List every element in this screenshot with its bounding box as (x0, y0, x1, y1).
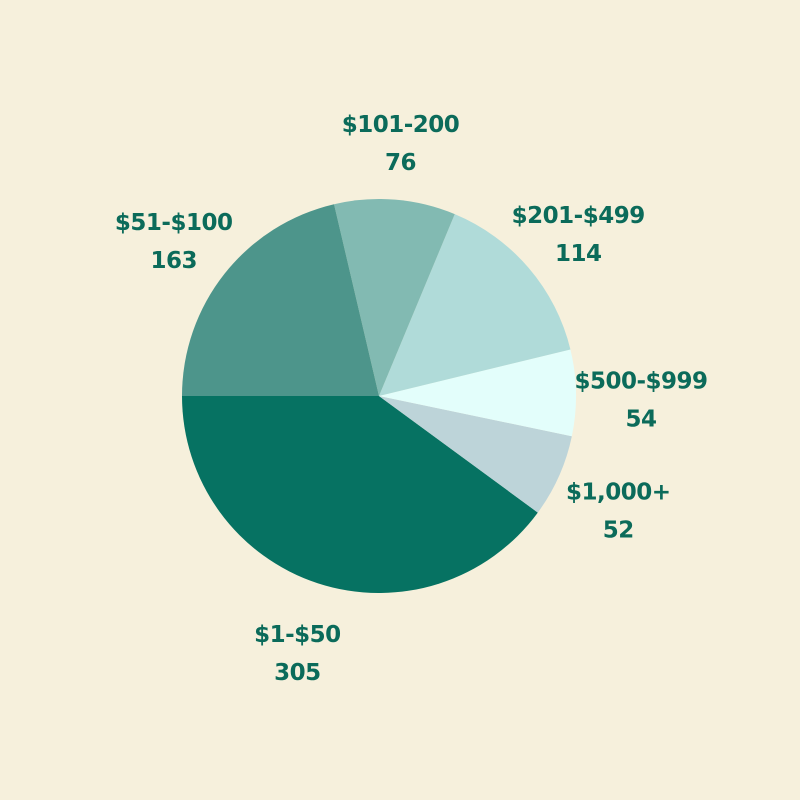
pie-slices (182, 199, 576, 593)
slice-value-label: 163 (150, 248, 197, 274)
slice-value-label: 76 (385, 150, 416, 176)
pie-slice (334, 199, 455, 396)
slice-label-group: $51-$100 163 (115, 210, 233, 274)
pie-labels: $1-$50 305 $1,000+ 52 $500-$999 54 $201-$499 11… (115, 112, 708, 686)
slice-value-label: 305 (274, 660, 321, 686)
pie-slice (182, 396, 538, 593)
slice-label-group: $1,000+ 52 (566, 480, 671, 544)
slice-value-label: 114 (555, 241, 602, 267)
slice-category-label: $51-$100 (115, 210, 233, 236)
slice-category-label: $1,000+ (566, 480, 671, 506)
pie-slice (182, 204, 379, 396)
slice-category-label: $201-$499 (512, 203, 645, 229)
slice-category-label: $500-$999 (574, 369, 707, 395)
pie-slice (379, 349, 576, 437)
slice-value-label: 52 (603, 518, 634, 544)
slice-label-group: $500-$999 54 (574, 369, 708, 433)
slice-category-label: $101-200 (342, 112, 460, 138)
pie-slice (379, 396, 572, 513)
slice-label-group: $101-200 76 (342, 112, 460, 176)
pie-slice (379, 214, 571, 396)
slice-label-group: $1-$50 305 (254, 622, 341, 686)
slice-value-label: 54 (625, 407, 656, 433)
slice-label-group: $201-$499 114 (512, 203, 646, 267)
slice-category-label: $1-$50 (254, 622, 341, 648)
